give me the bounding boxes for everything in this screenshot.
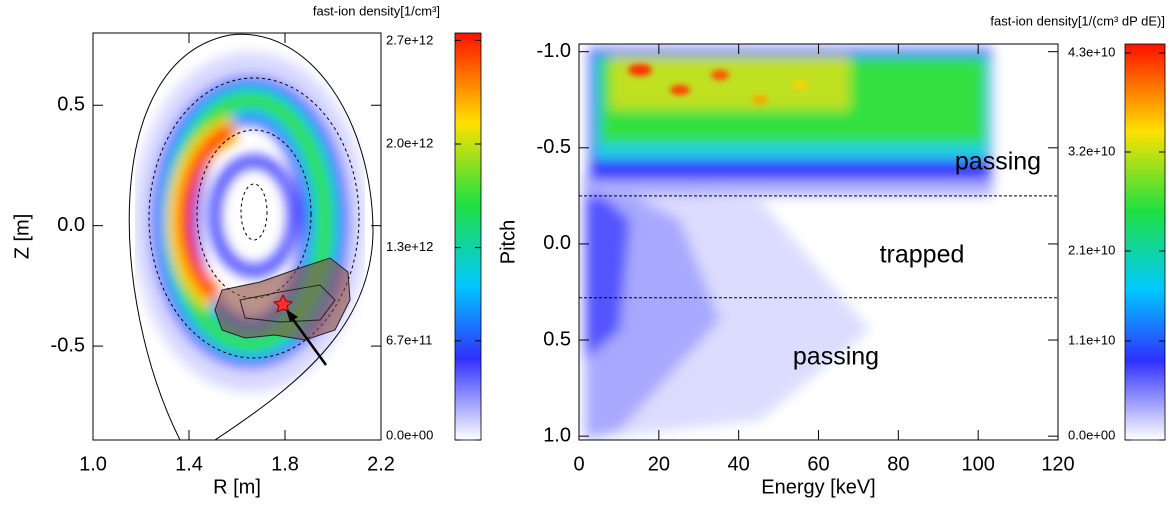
x-tick-label: 1.0 xyxy=(79,453,107,475)
x-tick-label: 2.2 xyxy=(367,453,395,475)
x-tick-label: 1.4 xyxy=(175,453,203,475)
colorbar-tick-label: 2.7e+12 xyxy=(386,32,433,47)
x-tick-label: 120 xyxy=(1041,453,1074,475)
y-tick-label: 0.5 xyxy=(57,94,85,116)
colorbar-tick-label: 6.7e+11 xyxy=(386,332,432,347)
colorbar-tick-label: 2.0e+12 xyxy=(386,135,433,150)
colorbar xyxy=(454,32,482,441)
annotation: trapped xyxy=(880,241,965,269)
colorbar-tick-label: 4.3e+10 xyxy=(1068,44,1115,59)
x-tick-label: 40 xyxy=(728,453,750,475)
x-tick-label: 20 xyxy=(648,453,670,475)
y-tick-label: -1.0 xyxy=(537,40,571,62)
y-axis-label: Z [m] xyxy=(11,214,33,260)
y-tick-label: -0.5 xyxy=(537,136,571,158)
y-tick-label: 0.0 xyxy=(57,214,85,236)
plot-frame xyxy=(92,32,382,441)
x-tick-label: 80 xyxy=(887,453,909,475)
density-image xyxy=(585,46,993,440)
y-tick-label: 1.0 xyxy=(543,424,571,446)
annotation: passing xyxy=(793,343,879,371)
y-axis-label: Pitch xyxy=(497,220,519,264)
x-axis-label: R [m] xyxy=(213,476,261,498)
y-tick-label: 0.0 xyxy=(543,232,571,254)
colorbar-tick-label: 2.1e+10 xyxy=(1068,242,1115,257)
colorbar-tick-label: 1.1e+10 xyxy=(1068,332,1115,347)
x-tick-label: 1.8 xyxy=(271,453,299,475)
colorbar-title: fast-ion density[1/(cm³ dP dE)] xyxy=(990,13,1165,28)
x-axis-label: Energy [keV] xyxy=(761,476,876,498)
colorbar-tick-label: 1.3e+12 xyxy=(386,239,433,254)
y-tick-label: 0.5 xyxy=(543,328,571,350)
density-image xyxy=(128,33,374,440)
colorbar-tick-label: 0.0e+00 xyxy=(386,427,433,442)
y-tick-label: -0.5 xyxy=(51,334,85,356)
x-tick-label: 100 xyxy=(961,453,994,475)
colorbar-tick-label: 3.2e+10 xyxy=(1068,143,1115,158)
x-tick-label: 0 xyxy=(573,453,584,475)
colorbar-tick-label: 0.0e+00 xyxy=(1068,427,1115,442)
annotation: passing xyxy=(955,148,1041,176)
x-tick-label: 60 xyxy=(807,453,829,475)
colorbar-title: fast-ion density[1/cm³] xyxy=(313,3,440,18)
colorbar xyxy=(1124,43,1166,441)
